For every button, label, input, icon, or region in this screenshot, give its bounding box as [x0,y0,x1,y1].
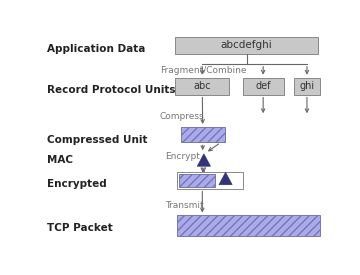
Bar [243,78,284,95]
Bar [177,172,243,189]
Text: abcdefghi: abcdefghi [221,40,273,50]
Polygon shape [219,172,232,185]
Text: Transmit: Transmit [165,201,204,210]
Text: abc: abc [194,81,211,91]
Polygon shape [197,154,211,166]
Text: Fragment/Combine: Fragment/Combine [160,66,246,75]
Text: Application Data: Application Data [47,44,146,54]
Bar [181,127,225,142]
Bar [175,78,229,95]
Text: Compressed Unit: Compressed Unit [47,135,148,145]
Bar [179,174,215,187]
Text: TCP Packet: TCP Packet [47,223,113,233]
Text: Record Protocol Units: Record Protocol Units [47,85,176,95]
Text: def: def [255,81,271,91]
Text: Encrypt: Encrypt [165,152,200,161]
Bar [175,37,318,54]
Text: Encrypted: Encrypted [47,179,107,189]
Text: MAC: MAC [47,155,73,165]
Text: Compress: Compress [160,112,204,120]
Text: ghi: ghi [300,81,315,91]
Bar [294,78,320,95]
Bar [177,216,320,235]
